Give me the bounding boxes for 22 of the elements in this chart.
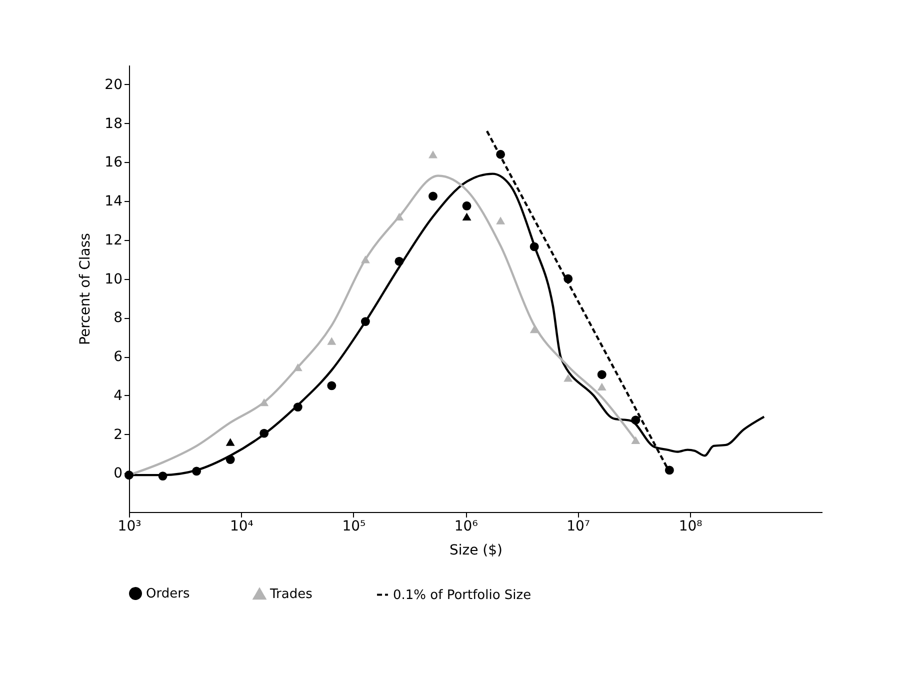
x-tick-label: 10⁸ [678,518,703,534]
legend-label: Trades [269,586,313,602]
y-tick-label: 4 [114,388,123,404]
x-tick-label: 10³ [118,518,142,534]
y-tick-label: 2 [114,426,122,443]
y-tick-label: 14 [104,194,123,210]
legend-label: 0.1% of Portfolio Size [393,588,532,603]
y-tick-label: 12 [104,232,122,248]
x-tick-label: 10⁵ [342,518,366,534]
x-tick-label: 10⁴ [230,518,254,534]
y-tick-label: 8 [114,310,122,326]
x-tick-label: 10⁷ [566,518,590,534]
x-tick-label: 10⁶ [454,518,478,534]
y-tick-label: 10 [104,271,122,288]
legend-label: Orders [146,586,190,602]
y-tick-label: 0 [114,466,122,482]
y-tick-label: 20 [104,76,122,93]
y-axis-title: Percent of Class [78,233,94,345]
x-axis-title: Size ($) [449,542,503,558]
y-tick-label: 16 [104,154,123,171]
y-tick-label: 18 [104,116,122,132]
y-tick-label: 6 [114,349,123,366]
